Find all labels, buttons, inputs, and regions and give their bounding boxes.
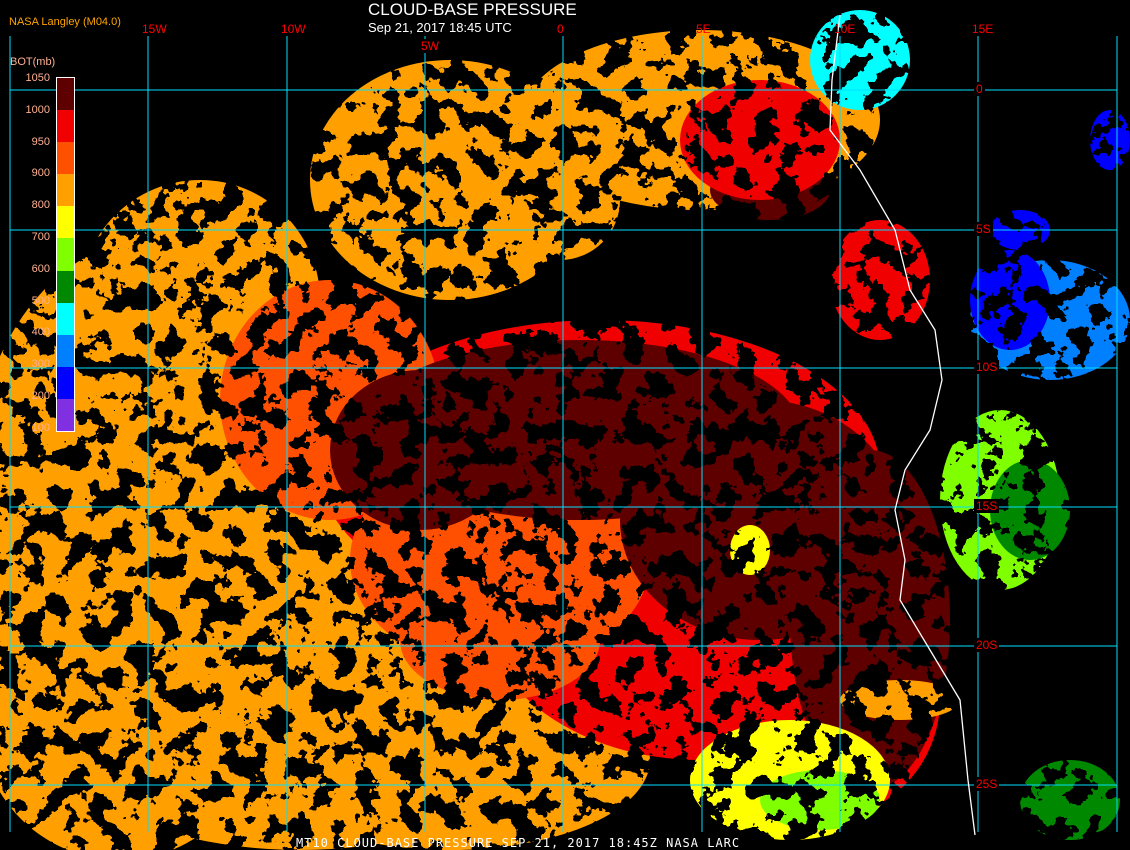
legend-band bbox=[57, 366, 74, 399]
legend-band bbox=[57, 206, 74, 239]
longitude-label: 5W bbox=[419, 39, 441, 53]
legend-color-bar bbox=[56, 77, 75, 432]
legend-tick-label: 600 bbox=[31, 262, 50, 275]
longitude-label: 5E bbox=[696, 22, 711, 36]
legend-band bbox=[57, 270, 74, 303]
legend-band bbox=[57, 302, 74, 335]
legend-title: BOT(mb) bbox=[10, 56, 56, 68]
cloud-region bbox=[830, 220, 930, 340]
legend-tick-label: 1000 bbox=[25, 103, 50, 116]
longitude-label: 10E bbox=[834, 22, 856, 36]
map-title: CLOUD-BASE PRESSURE bbox=[368, 0, 577, 19]
legend-tick-label: 300 bbox=[31, 358, 50, 371]
coastline bbox=[829, 14, 976, 836]
legend-band bbox=[57, 398, 74, 432]
legend-band bbox=[57, 142, 74, 175]
longitude-label: 10W bbox=[281, 22, 306, 36]
legend-tick-label: 800 bbox=[31, 199, 50, 212]
cloud-region bbox=[760, 770, 880, 830]
cloud-region bbox=[330, 370, 510, 530]
latitude-label: 25S bbox=[974, 777, 1000, 791]
cloud-region bbox=[730, 525, 770, 575]
legend-band bbox=[57, 334, 74, 367]
legend-band bbox=[57, 78, 74, 111]
latitude-label: 0 bbox=[974, 82, 985, 96]
legend-band bbox=[57, 174, 74, 207]
latitude-label: 15S bbox=[974, 499, 1000, 513]
legend-tick-label: 400 bbox=[31, 326, 50, 339]
longitude-label: 0 bbox=[557, 22, 564, 36]
cloud-region bbox=[970, 250, 1050, 350]
longitude-label: 15W bbox=[142, 22, 167, 36]
latitude-label: 5S bbox=[974, 222, 993, 236]
credit-label: NASA Langley (M04.0) bbox=[9, 16, 121, 28]
legend-tick-label: 900 bbox=[31, 167, 50, 180]
legend-tick-label: 100 bbox=[31, 421, 50, 434]
legend-band bbox=[57, 110, 74, 143]
footer-caption: MT10 CLOUD-BASE PRESSURE SEP 21, 2017 18… bbox=[296, 836, 741, 850]
map-timestamp: Sep 21, 2017 18:45 UTC bbox=[368, 20, 512, 35]
legend-tick-label: 700 bbox=[31, 231, 50, 243]
legend-tick-label: 500 bbox=[31, 294, 50, 307]
cloud-region bbox=[810, 10, 910, 110]
cloud-region bbox=[990, 460, 1070, 560]
cloud-region bbox=[840, 680, 960, 720]
legend-band bbox=[57, 238, 74, 271]
cloud-region bbox=[680, 80, 840, 200]
longitude-label: 15E bbox=[972, 22, 994, 36]
cloud-region bbox=[400, 580, 600, 700]
cloud-region bbox=[500, 140, 620, 260]
cloud-region bbox=[1090, 110, 1130, 170]
cloud-region bbox=[1020, 760, 1120, 840]
legend-tick-label: 950 bbox=[31, 135, 50, 148]
latitude-label: 20S bbox=[974, 638, 1000, 652]
legend-tick-label: 1050 bbox=[25, 72, 50, 84]
cloud-region bbox=[0, 580, 260, 850]
latitude-label: 10S bbox=[974, 360, 1000, 374]
legend-tick-label: 200 bbox=[31, 390, 50, 402]
